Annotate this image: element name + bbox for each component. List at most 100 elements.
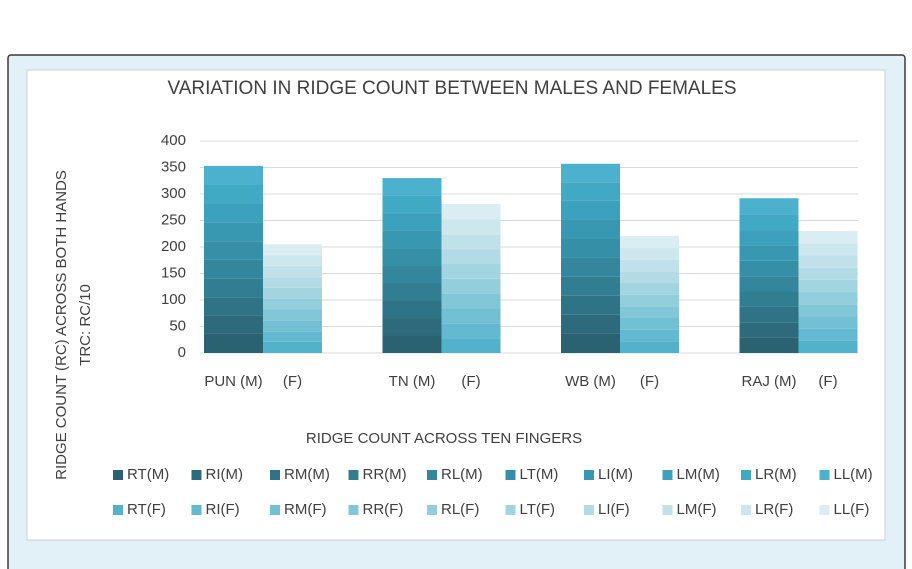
bar-segment [382,195,442,214]
legend-swatch [270,470,280,480]
bar-segment [382,300,442,319]
legend-label: LT(M) [520,466,559,483]
x-axis-title: RIDGE COUNT ACROSS TEN FINGERS [306,430,582,447]
y-tick-label: 400 [161,132,186,149]
bar-segment [382,265,442,284]
legend-label: RM(F) [284,501,326,518]
bar-segment [441,263,501,279]
legend-swatch [505,470,516,480]
bar-segment [263,287,322,299]
bar-segment [204,315,263,334]
legend-swatch [819,470,830,480]
legend-swatch [191,470,202,480]
legend-label: LR(F) [755,501,793,518]
legend-swatch [584,470,594,480]
legend-label: LI(M) [598,466,633,483]
bar-segment [204,184,263,204]
legend-label: RT(M) [127,466,169,483]
x-tick-label: WB (M) [565,373,616,390]
legend-swatch [270,505,280,515]
bar-segment [620,306,679,319]
legend-swatch [427,470,437,480]
bar-segment [620,294,679,307]
y-tick-label: 350 [161,158,186,175]
bar-segment [263,255,322,267]
bar-segment [798,340,858,353]
bar-segment [382,283,442,301]
bar-segment [441,293,501,309]
bar-segment [739,214,799,231]
bar-segment [739,291,799,307]
bar-segment [441,234,501,250]
bar-segment [204,297,263,316]
bar-segment [441,323,501,339]
bar-segment [561,219,620,239]
bar-segment [382,178,442,196]
bar-segment [204,333,263,353]
legend-label: RI(F) [206,501,240,518]
legend-label: RR(M) [363,466,407,483]
bar-segment [382,248,442,266]
bar-segment [561,238,620,258]
legend-swatch [662,470,673,480]
bar-segment [204,241,263,260]
legend-swatch [662,505,673,515]
bar-segment [620,271,679,284]
bar-segment [382,230,442,249]
y-tick-label: 250 [161,211,186,228]
legend-swatch [505,505,516,515]
bar-segment [441,278,501,294]
legend-label: LM(F) [677,501,717,518]
bar-segment [798,304,858,317]
legend-swatch [819,505,830,515]
bar-segment [739,337,799,353]
x-tick-label: RAJ (M) [742,373,797,390]
bar-segment [382,213,442,231]
y-tick-label: 100 [161,291,186,308]
bar-segment [441,204,501,220]
bar-segment [382,318,442,336]
bar-segment [263,341,322,353]
legend-label: LM(M) [677,466,720,483]
bar-segment [561,182,620,201]
bar-segment [620,318,679,330]
bar-segment [561,314,620,334]
bar-segment [382,335,442,353]
bar-segment [798,231,858,244]
legend-label: LL(M) [834,466,873,483]
x-tick-label: TN (M) [389,373,436,390]
bar-segment [263,309,322,321]
bar-segment [561,257,620,277]
bar-segment [263,244,322,256]
legend-label: RI(M) [206,466,244,483]
bar-segment [263,266,322,278]
bar-segment [204,165,263,185]
bar-segment [739,230,799,246]
legend-swatch [113,470,123,480]
bar-segment [798,316,858,329]
bar-segment [441,249,501,264]
legend-label: LL(F) [834,501,870,518]
bar-segment [441,338,501,353]
bar-segment [441,219,501,235]
bar-segment [739,260,799,277]
legend-label: RM(M) [284,466,330,483]
legend-label: RL(M) [441,466,483,483]
bar-segment [739,306,799,323]
bar-segment [620,341,679,353]
bar-segment [620,235,679,249]
bar-segment [561,200,620,220]
bar-segment [561,333,620,353]
x-tick-label: (F) [640,373,659,390]
legend-swatch [191,505,202,515]
bar-segment [620,283,679,295]
bar-segment [739,245,799,261]
bar-segment [798,255,858,268]
bar-segment [798,328,858,341]
bar-segment [204,222,263,242]
legend-label: RL(F) [441,501,479,518]
x-tick-label: PUN (M) [204,373,262,390]
legend-swatch [741,470,751,480]
